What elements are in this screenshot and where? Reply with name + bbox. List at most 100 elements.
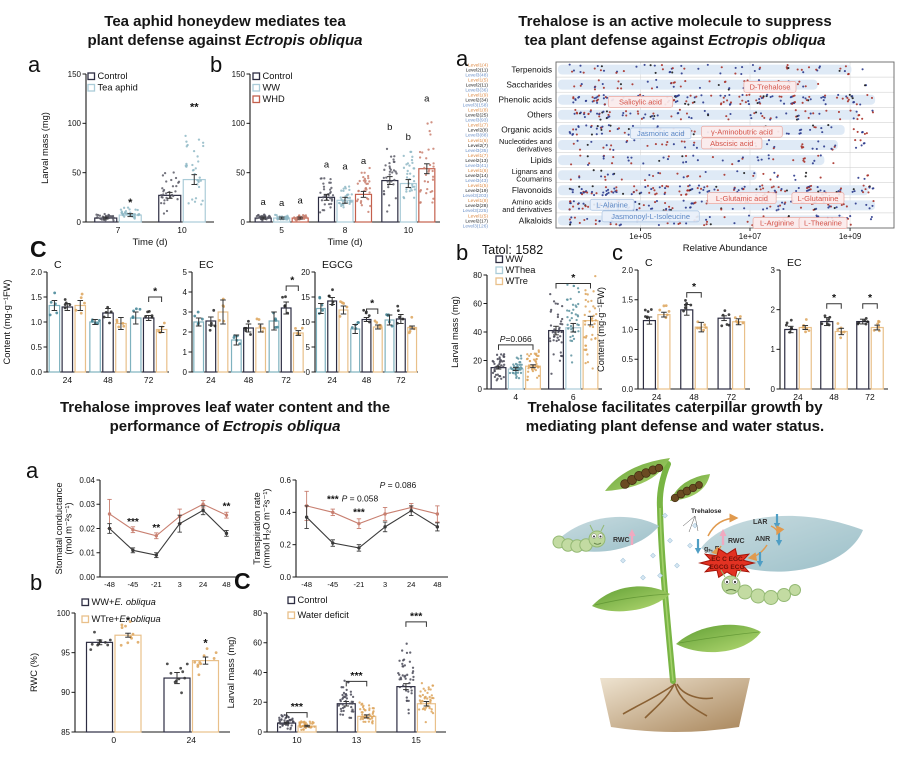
svg-text:***: *** xyxy=(350,670,363,682)
down-arrow-blue xyxy=(694,539,702,554)
svg-text:(mol m⁻²s⁻¹): (mol m⁻²s⁻¹) xyxy=(64,502,74,554)
svg-text:WTre: WTre xyxy=(506,276,528,286)
svg-text:WW: WW xyxy=(506,254,524,264)
trehalose-pointer-lines xyxy=(682,515,699,533)
up-arrow-pink xyxy=(719,529,727,545)
svg-text:***: *** xyxy=(410,610,423,622)
svg-text:0.0: 0.0 xyxy=(622,385,634,394)
svg-text:Level3(41): Level3(41) xyxy=(465,163,488,169)
svg-text:Phenolic acids: Phenolic acids xyxy=(498,95,552,105)
svg-text:150: 150 xyxy=(232,70,246,79)
svg-text:48: 48 xyxy=(829,392,839,402)
svg-text:80: 80 xyxy=(473,271,482,280)
svg-text:2.0: 2.0 xyxy=(31,268,43,277)
svg-text:24: 24 xyxy=(199,580,207,589)
svg-text:10: 10 xyxy=(177,225,187,235)
svg-text:15: 15 xyxy=(301,293,310,302)
svg-text:derivatives: derivatives xyxy=(517,145,553,154)
svg-text:24: 24 xyxy=(187,735,197,745)
svg-text:Level2(17): Level2(17) xyxy=(465,218,488,224)
chart-larval-mass-aphid: 0 50 100 150 Larval mass (mg) 7 10 Time (d) * ** C… xyxy=(38,58,220,257)
svg-text:0.04: 0.04 xyxy=(79,476,95,485)
svg-text:0.00: 0.00 xyxy=(79,573,95,582)
chart-larval-mass-ww-whd: 0 50 100 150 5 8 10 Time (d) a a a a a a b b a Control WW W… xyxy=(230,58,450,257)
svg-text:10: 10 xyxy=(404,225,414,235)
svg-text:WHD: WHD xyxy=(263,94,285,104)
svg-text:13: 13 xyxy=(352,735,362,745)
svg-text:0: 0 xyxy=(771,385,776,394)
svg-text:Level3(225): Level3(225) xyxy=(463,208,489,214)
svg-text:10: 10 xyxy=(301,318,310,327)
panel-letter-bl-c: C xyxy=(234,568,251,594)
svg-text:0: 0 xyxy=(77,218,82,227)
svg-text:5: 5 xyxy=(183,268,188,277)
svg-text:b: b xyxy=(406,132,411,143)
svg-text:a: a xyxy=(342,162,348,173)
svg-text:Lipids: Lipids xyxy=(530,155,552,165)
rwc-left-label: RWC xyxy=(613,537,630,544)
svg-text:24: 24 xyxy=(652,392,662,402)
svg-text:48: 48 xyxy=(362,375,372,385)
chart-catechin-egcg: 0 5 10 15 20 24 48 72 * EGCG xyxy=(293,258,422,397)
svg-text:Level1(8): Level1(8) xyxy=(468,108,488,114)
title-top-right: Trehalose is an active molecule to suppr… xyxy=(518,13,832,49)
panel-letter-tr-b: b xyxy=(456,240,469,265)
svg-text:1: 1 xyxy=(771,345,776,354)
svg-text:4: 4 xyxy=(183,288,188,297)
svg-text:L-Arginine: L-Arginine xyxy=(760,219,794,228)
svg-text:WThea: WThea xyxy=(506,265,537,275)
svg-text:Level3(93): Level3(93) xyxy=(465,118,488,124)
svg-text:Level2(28): Level2(28) xyxy=(465,203,488,209)
svg-text:1.0: 1.0 xyxy=(31,318,43,327)
svg-text:72: 72 xyxy=(281,375,291,385)
svg-text:Coumarins: Coumarins xyxy=(516,175,552,184)
svg-text:40: 40 xyxy=(253,668,262,677)
svg-text:0: 0 xyxy=(241,218,246,227)
svg-text:a: a xyxy=(324,160,330,171)
svg-text:-48: -48 xyxy=(301,580,312,589)
svg-text:24: 24 xyxy=(206,375,216,385)
svg-text:a: a xyxy=(298,195,304,206)
trehalose-label: Trehalose xyxy=(691,508,722,515)
svg-text:Level1(5): Level1(5) xyxy=(468,183,488,189)
svg-text:0: 0 xyxy=(478,385,483,394)
panel-letter-tl-a: a xyxy=(28,52,41,77)
svg-text:Level1(5): Level1(5) xyxy=(468,213,488,219)
green-leaf xyxy=(676,624,761,653)
svg-text:D-Trehalose: D-Trehalose xyxy=(749,83,790,92)
svg-text:24: 24 xyxy=(793,392,803,402)
svg-text:WTre+E. obliqua: WTre+E. obliqua xyxy=(92,614,161,624)
svg-text:**: ** xyxy=(223,502,231,513)
svg-text:*: * xyxy=(128,197,133,209)
svg-text:*: * xyxy=(832,292,837,304)
svg-text:***: *** xyxy=(127,517,139,528)
svg-text:Content (mg·g⁻¹FW): Content (mg·g⁻¹FW) xyxy=(2,280,12,365)
svg-text:Nucleotides and: Nucleotides and xyxy=(499,137,552,146)
svg-text:Amino acids: Amino acids xyxy=(512,197,553,206)
panel-letter-bl-b: b xyxy=(30,570,43,595)
svg-text:72: 72 xyxy=(144,375,154,385)
svg-text:Alkaloids: Alkaloids xyxy=(519,215,552,225)
svg-text:6: 6 xyxy=(571,392,576,402)
svg-text:*: * xyxy=(868,292,873,304)
svg-text:48: 48 xyxy=(433,580,441,589)
svg-text:20: 20 xyxy=(473,356,482,365)
chart-transpiration-rate: 0.0 0.2 0.4 0.6 Transpiration rate (mmol H₂O … xyxy=(252,466,456,602)
svg-text:and derivatives: and derivatives xyxy=(502,205,552,214)
svg-text:***: *** xyxy=(353,508,365,519)
svg-text:a: a xyxy=(424,94,430,105)
svg-text:Level1(6): Level1(6) xyxy=(468,138,488,144)
svg-text:***: *** xyxy=(291,701,304,713)
svg-text:0.5: 0.5 xyxy=(622,355,634,364)
chart-catechin-ec: 0 1 2 3 4 5 24 48 72 * EC xyxy=(172,258,309,397)
svg-text:*: * xyxy=(203,637,208,649)
green-leaf xyxy=(592,586,670,612)
chart-larval-mass-trehalose: 0 20 40 60 80 Larval mass (mg) 4 6 P=0.066 * WW WTh… xyxy=(450,250,610,413)
tea-aphid-icon xyxy=(620,463,664,489)
svg-text:Level2(34): Level2(34) xyxy=(465,98,488,104)
title-bottom-left: Trehalose improves leaf water content an… xyxy=(59,399,391,435)
svg-text:Level2(19): Level2(19) xyxy=(465,188,488,194)
svg-text:Level3(88): Level3(88) xyxy=(465,133,488,139)
svg-text:RWC (%): RWC (%) xyxy=(29,653,39,692)
svg-text:Level3(43): Level3(43) xyxy=(465,178,488,184)
